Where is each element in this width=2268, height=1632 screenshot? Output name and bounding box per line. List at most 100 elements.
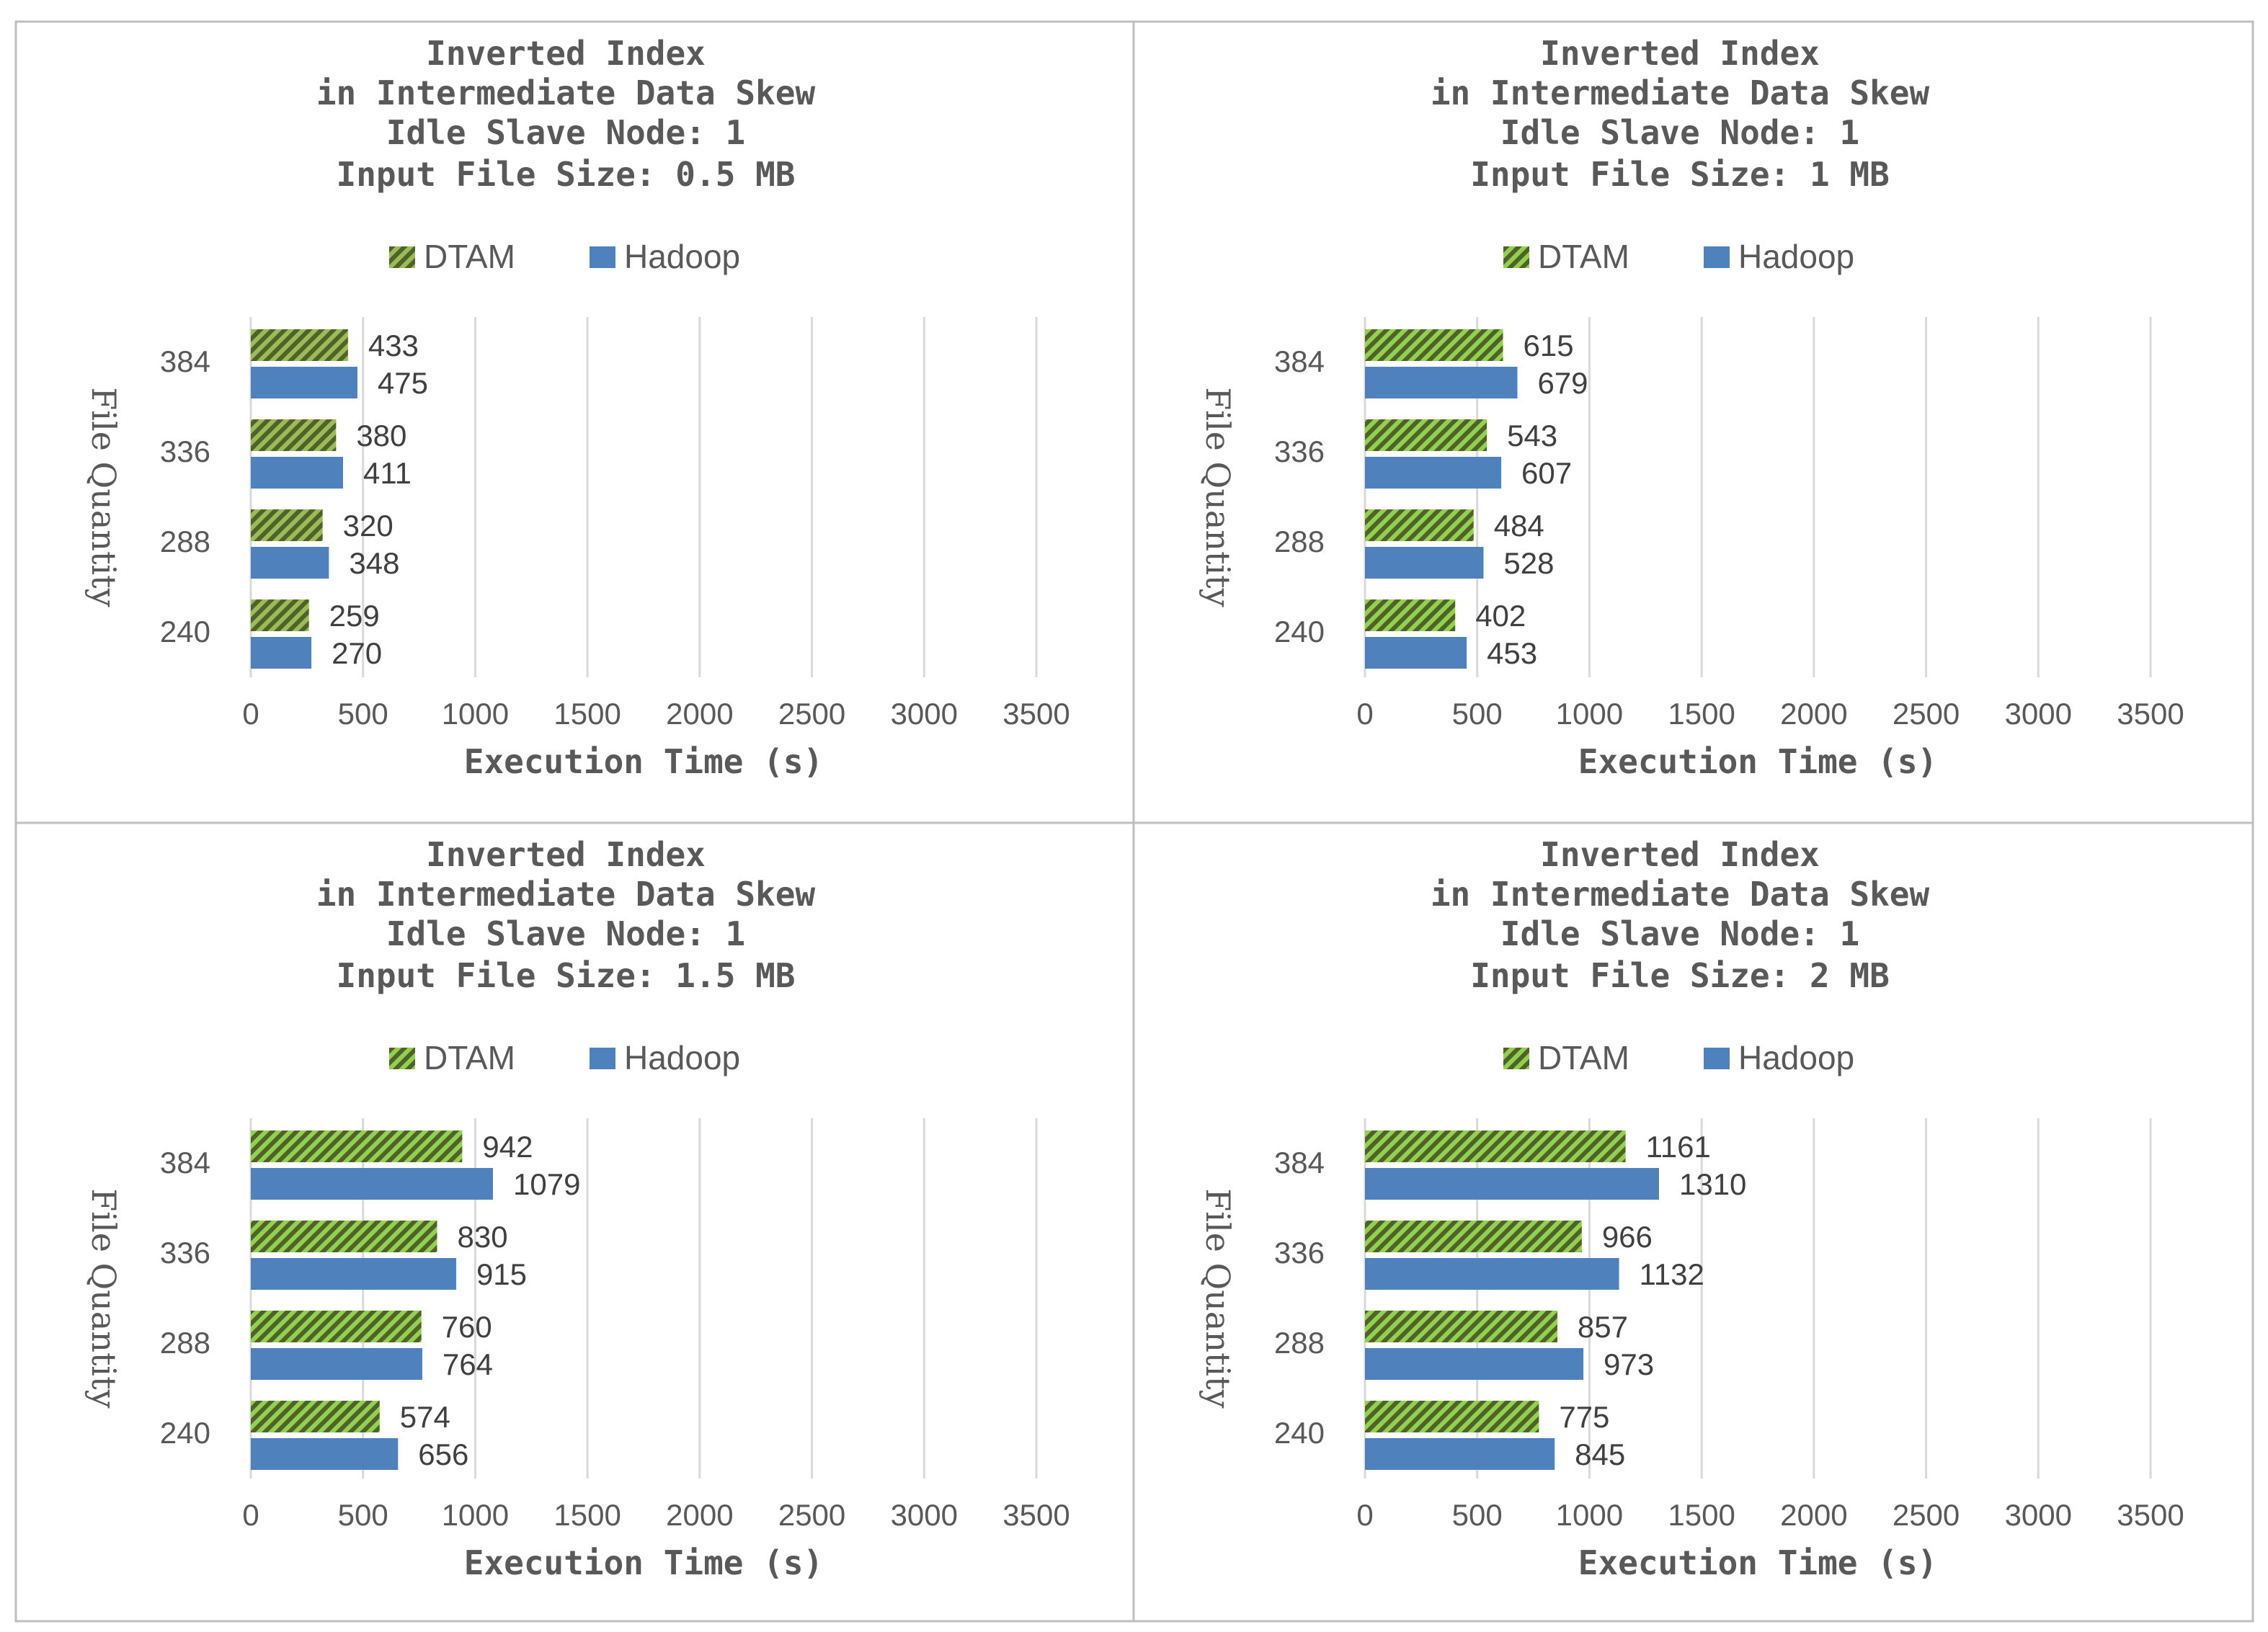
data-label-hadoop: 607 [1521,456,1572,490]
y-category-label: 240 [160,615,210,648]
data-label-hadoop: 1310 [1679,1167,1746,1201]
legend-swatch-hadoop [1704,246,1730,268]
bar-hadoop [251,1348,422,1380]
y-category-label: 336 [160,1236,210,1270]
data-label-hadoop: 348 [349,546,399,580]
data-label-dtam: 259 [329,599,380,633]
bar-dtam [251,419,337,451]
x-tick-label: 2500 [1893,1498,1960,1532]
data-label-hadoop: 1079 [513,1167,580,1201]
bar-dtam [1365,599,1456,631]
legend-swatch-dtam [1503,246,1529,268]
bar-dtam [251,509,323,541]
data-label-dtam: 942 [482,1130,533,1164]
data-label-dtam: 857 [1578,1310,1628,1344]
x-tick-label: 2500 [778,1498,845,1532]
data-label-dtam: 615 [1524,329,1574,362]
bar-hadoop [1365,1258,1619,1290]
x-tick-label: 1500 [1668,1498,1735,1532]
y-category-label: 336 [1274,434,1325,468]
panel-frame [14,20,2254,1623]
chart-title-line: Input File Size: 1 MB [1470,155,1890,194]
y-category-label: 288 [1274,525,1325,558]
x-tick-label: 3000 [2005,697,2072,731]
x-tick-label: 3500 [2117,1498,2184,1532]
x-tick-label: 0 [1356,697,1373,731]
chart-title-line: in Intermediate Data Skew [1431,73,1930,112]
legend: DTAM Hadoop [389,238,740,275]
legend-label-dtam: DTAM [424,238,515,275]
legend-swatch-dtam [1503,1048,1529,1069]
y-category-label: 288 [160,1326,210,1360]
data-label-dtam: 830 [457,1220,507,1254]
x-axis-title: Execution Time (s) [464,1543,824,1582]
x-tick-label: 3000 [891,697,958,731]
chart-title-line: in Intermediate Data Skew [316,73,816,112]
legend-swatch-hadoop [590,1048,615,1069]
x-tick-label: 3500 [1002,697,1069,731]
data-label-hadoop: 656 [418,1437,468,1471]
x-tick-label: 1000 [1556,697,1623,731]
data-label-hadoop: 453 [1487,636,1537,670]
data-label-dtam: 966 [1602,1220,1653,1254]
bar-hadoop [1365,457,1502,489]
chart-title-line: Input File Size: 2 MB [1470,956,1890,995]
x-axis-title: Execution Time (s) [1578,1543,1938,1582]
x-tick-label: 500 [338,1498,388,1532]
y-axis-title: File Quantity [1199,387,1237,607]
bar-hadoop [1365,547,1484,579]
bar-dtam [1365,329,1503,361]
data-label-hadoop: 1132 [1640,1257,1704,1291]
x-tick-label: 3500 [2117,697,2184,731]
x-tick-label: 3000 [2005,1498,2072,1532]
x-tick-label: 2500 [1893,697,1960,731]
bar-dtam [1365,1401,1539,1432]
x-tick-label: 1500 [553,697,621,731]
chart-title-line: Idle Slave Node: 1 [386,113,746,152]
legend-label-hadoop: Hadoop [624,1039,740,1076]
bar-hadoop [251,367,357,398]
chart-title-line: Idle Slave Node: 1 [1500,914,1860,953]
data-label-hadoop: 973 [1604,1347,1654,1381]
x-tick-label: 1500 [1668,697,1735,731]
y-axis-title: File Quantity [84,387,123,607]
bar-hadoop [1365,1168,1659,1200]
bar-dtam [1365,1131,1626,1162]
x-tick-label: 0 [242,697,259,731]
chart-title-line: Inverted Index [1540,835,1820,874]
x-tick-label: 3000 [891,1498,958,1532]
legend-swatch-dtam [389,1048,415,1069]
bar-hadoop [1365,1348,1584,1380]
legend: DTAM Hadoop [389,1039,740,1076]
data-label-hadoop: 679 [1537,366,1588,400]
bar-dtam [251,599,309,631]
bar-hadoop [251,1168,494,1200]
x-axis-title: Execution Time (s) [1578,742,1938,781]
bar-dtam [251,329,348,361]
x-tick-label: 1500 [553,1498,621,1532]
bar-dtam [251,1401,380,1432]
data-label-dtam: 402 [1475,599,1526,633]
data-label-dtam: 1161 [1646,1130,1711,1164]
x-tick-label: 1000 [442,697,509,731]
data-label-dtam: 760 [442,1310,492,1344]
legend-label-dtam: DTAM [1538,238,1629,275]
data-label-dtam: 380 [356,419,406,452]
bar-hadoop [1365,1438,1555,1470]
legend: DTAM Hadoop [1503,1039,1854,1076]
bar-hadoop [251,1258,456,1290]
x-tick-label: 0 [1356,1498,1373,1532]
x-tick-label: 2000 [666,697,733,731]
y-category-label: 384 [1274,1146,1325,1180]
data-label-dtam: 484 [1494,509,1544,543]
x-tick-label: 500 [338,697,388,731]
bar-dtam [1365,509,1474,541]
bar-hadoop [1365,367,1518,398]
bar-hadoop [1365,637,1467,669]
y-category-label: 336 [160,434,210,468]
chart-title-line: Inverted Index [426,835,706,874]
y-category-label: 240 [1274,615,1325,648]
